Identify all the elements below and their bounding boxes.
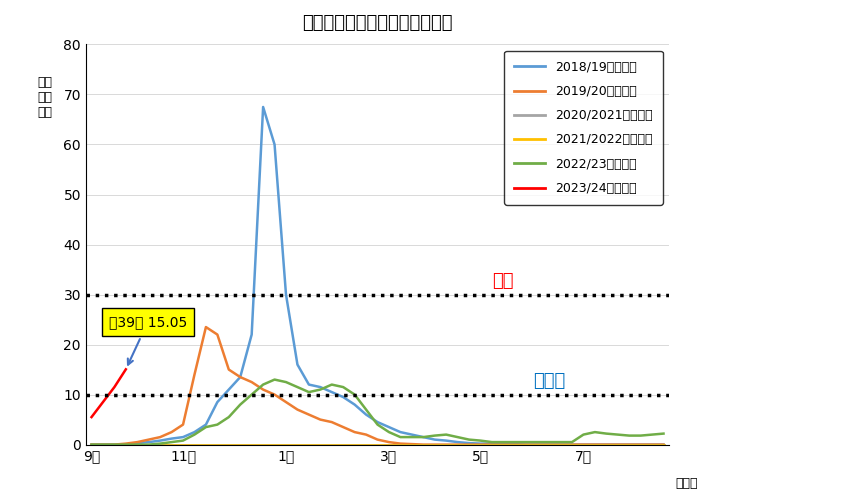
2018/19シーズン bbox=[510, 441, 520, 447]
2019/20シーズン bbox=[510, 442, 520, 448]
2022/23シーズン bbox=[475, 438, 486, 444]
2018/19シーズン bbox=[281, 291, 291, 297]
2023/24シーズン bbox=[121, 367, 131, 372]
2018/19シーズン bbox=[475, 441, 486, 447]
2022/23シーズン bbox=[87, 442, 97, 448]
2022/23シーズン bbox=[647, 432, 657, 438]
2018/19シーズン bbox=[269, 142, 280, 148]
2019/20シーズン bbox=[87, 442, 97, 448]
2019/20シーズン bbox=[269, 392, 280, 398]
2022/23シーズン bbox=[212, 422, 222, 428]
2018/19シーズン bbox=[258, 104, 269, 110]
2023/24シーズン bbox=[87, 414, 97, 420]
Line: 2022/23シーズン: 2022/23シーズン bbox=[92, 379, 663, 445]
2019/20シーズン bbox=[224, 367, 234, 372]
2023/24シーズン bbox=[109, 384, 119, 390]
Text: （週）: （週） bbox=[675, 477, 698, 490]
2022/23シーズン bbox=[269, 376, 280, 382]
2022/23シーズン bbox=[510, 439, 520, 445]
Text: 注意報: 注意報 bbox=[533, 371, 565, 390]
2022/23シーズン bbox=[281, 379, 291, 385]
Line: 2023/24シーズン: 2023/24シーズン bbox=[92, 370, 126, 417]
Text: （人
／定
点）: （人 ／定 点） bbox=[38, 77, 52, 120]
2019/20シーズン bbox=[647, 442, 657, 448]
2019/20シーズン bbox=[201, 324, 211, 330]
2022/23シーズン bbox=[258, 381, 269, 387]
Text: 第39週 15.05: 第39週 15.05 bbox=[109, 315, 187, 365]
2018/19シーズン bbox=[658, 442, 668, 448]
2018/19シーズン bbox=[87, 442, 97, 448]
2019/20シーズン bbox=[475, 442, 486, 448]
2019/20シーズン bbox=[658, 442, 668, 448]
2018/19シーズン bbox=[647, 442, 657, 448]
2023/24シーズン bbox=[98, 399, 108, 405]
Line: 2019/20シーズン: 2019/20シーズン bbox=[92, 327, 663, 445]
2018/19シーズン bbox=[212, 399, 222, 405]
2022/23シーズン bbox=[658, 431, 668, 437]
2019/20シーズン bbox=[281, 399, 291, 405]
Legend: 2018/19シーズン, 2019/20シーズン, 2020/2021シーズン, 2021/2022シーズン, 2022/23シーズン, 2023/24シーズン: 2018/19シーズン, 2019/20シーズン, 2020/2021シーズン,… bbox=[505, 51, 663, 205]
Line: 2018/19シーズン: 2018/19シーズン bbox=[92, 107, 663, 445]
Title: 県内のインフルエンザ発生状況: 県内のインフルエンザ発生状況 bbox=[302, 14, 453, 32]
Text: 警報: 警報 bbox=[492, 272, 514, 289]
